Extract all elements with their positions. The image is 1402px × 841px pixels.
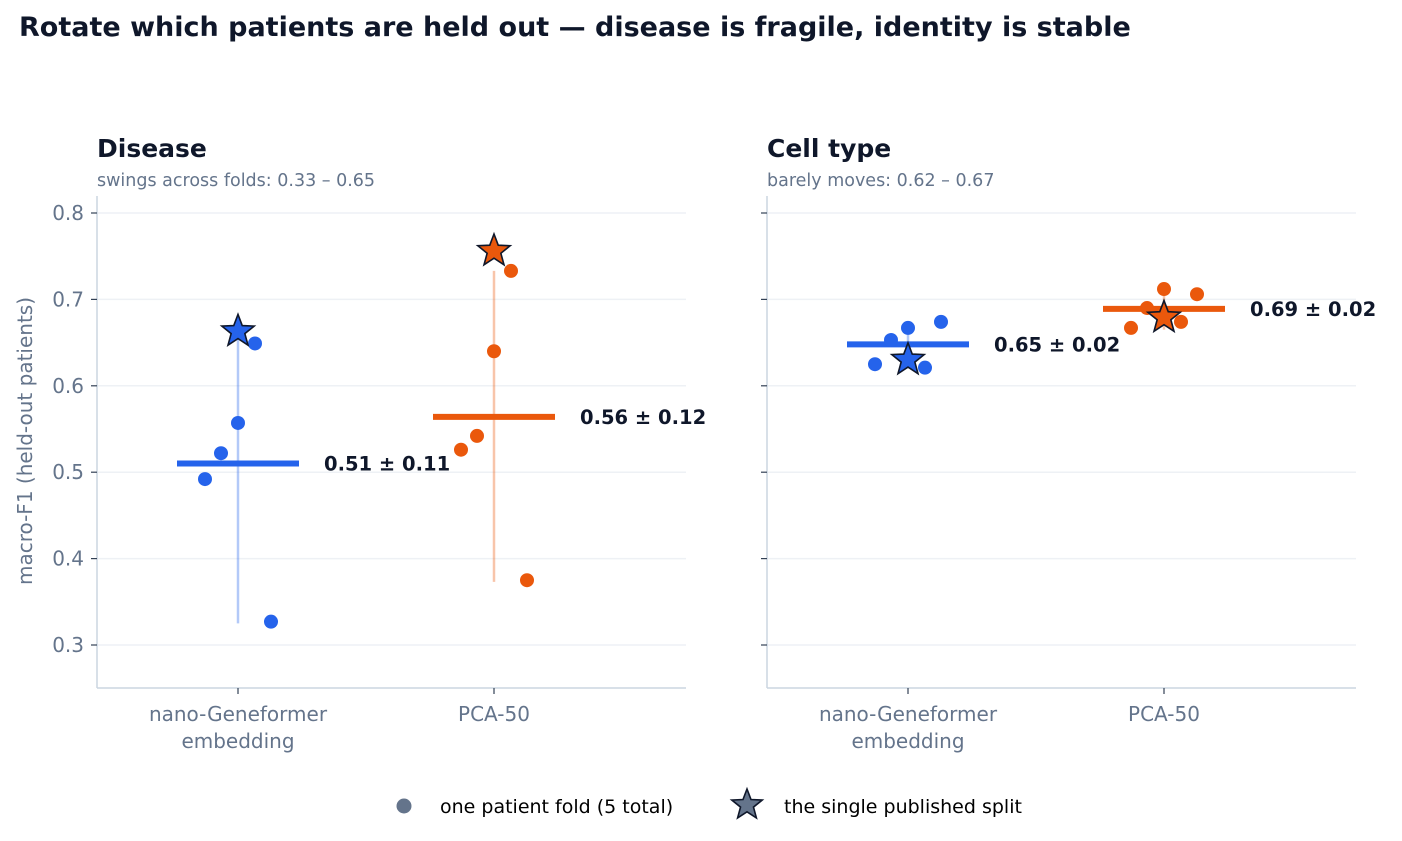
x-tick-label: embedding bbox=[181, 729, 294, 753]
series-nano-geneformer: 0.51 ± 0.11 bbox=[177, 312, 450, 629]
fold-point bbox=[1124, 320, 1138, 335]
legend-dot-marker bbox=[396, 798, 412, 814]
panel-subtitle: barely moves: 0.62 – 0.67 bbox=[767, 171, 994, 191]
fold-point bbox=[868, 357, 882, 372]
x-tick-label: nano-Geneformer bbox=[819, 702, 998, 726]
fold-point bbox=[520, 573, 534, 588]
y-tick-label: 0.4 bbox=[52, 547, 84, 571]
fold-point bbox=[454, 442, 468, 457]
mean-label: 0.69 ± 0.02 bbox=[1250, 298, 1376, 321]
fold-point bbox=[1174, 314, 1188, 329]
mean-label: 0.65 ± 0.02 bbox=[994, 333, 1120, 356]
series-nano-geneformer: 0.65 ± 0.02 bbox=[847, 314, 1120, 376]
fold-point bbox=[198, 472, 212, 487]
legend-split-label: the single published split bbox=[784, 796, 1022, 818]
fold-point bbox=[214, 446, 228, 461]
y-tick-label: 0.6 bbox=[52, 374, 84, 398]
x-tick-label: embedding bbox=[851, 729, 964, 753]
y-tick-label: 0.7 bbox=[52, 287, 84, 311]
series-pca-50: 0.69 ± 0.02 bbox=[1103, 282, 1376, 335]
panel-title: Disease bbox=[97, 134, 207, 163]
panel-cell-type: Cell type barely moves: 0.62 – 0.67 nano… bbox=[761, 134, 1376, 753]
panel-disease: Disease swings across folds: 0.33 – 0.65… bbox=[52, 134, 706, 753]
mean-label: 0.56 ± 0.12 bbox=[580, 406, 706, 429]
fold-point bbox=[901, 320, 915, 335]
y-tick-label: 0.8 bbox=[52, 201, 84, 225]
mean-label: 0.51 ± 0.11 bbox=[324, 453, 450, 476]
fold-point bbox=[918, 360, 932, 375]
fold-point bbox=[1190, 287, 1204, 302]
legend: one patient fold (5 total) the single pu… bbox=[396, 786, 1022, 820]
legend-fold-label: one patient fold (5 total) bbox=[440, 796, 673, 818]
published-split-star bbox=[475, 231, 513, 267]
published-split-star bbox=[1145, 298, 1183, 334]
published-split-star bbox=[219, 312, 257, 347]
fold-point bbox=[487, 344, 501, 359]
published-split-star bbox=[889, 340, 927, 376]
fold-point bbox=[934, 314, 948, 329]
panel-subtitle: swings across folds: 0.33 – 0.65 bbox=[97, 171, 375, 191]
fold-point bbox=[884, 333, 898, 348]
fold-point bbox=[248, 336, 262, 351]
fold-point bbox=[264, 614, 278, 629]
fold-point bbox=[1157, 282, 1171, 297]
series-pca-50: 0.56 ± 0.12 bbox=[433, 231, 706, 588]
y-tick-label: 0.5 bbox=[52, 460, 84, 484]
fold-point bbox=[231, 415, 245, 430]
fold-point bbox=[504, 263, 518, 278]
x-tick-label: PCA-50 bbox=[1128, 702, 1200, 726]
chart-suptitle: Rotate which patients are held out — dis… bbox=[19, 12, 1131, 43]
x-tick-label: PCA-50 bbox=[458, 702, 530, 726]
y-tick-label: 0.3 bbox=[52, 633, 84, 657]
panel-title: Cell type bbox=[767, 134, 891, 163]
y-axis-label: macro-F1 (held-out patients) bbox=[13, 297, 37, 585]
fold-point bbox=[470, 428, 484, 443]
legend-star-marker bbox=[729, 786, 765, 820]
x-tick-label: nano-Geneformer bbox=[149, 702, 328, 726]
